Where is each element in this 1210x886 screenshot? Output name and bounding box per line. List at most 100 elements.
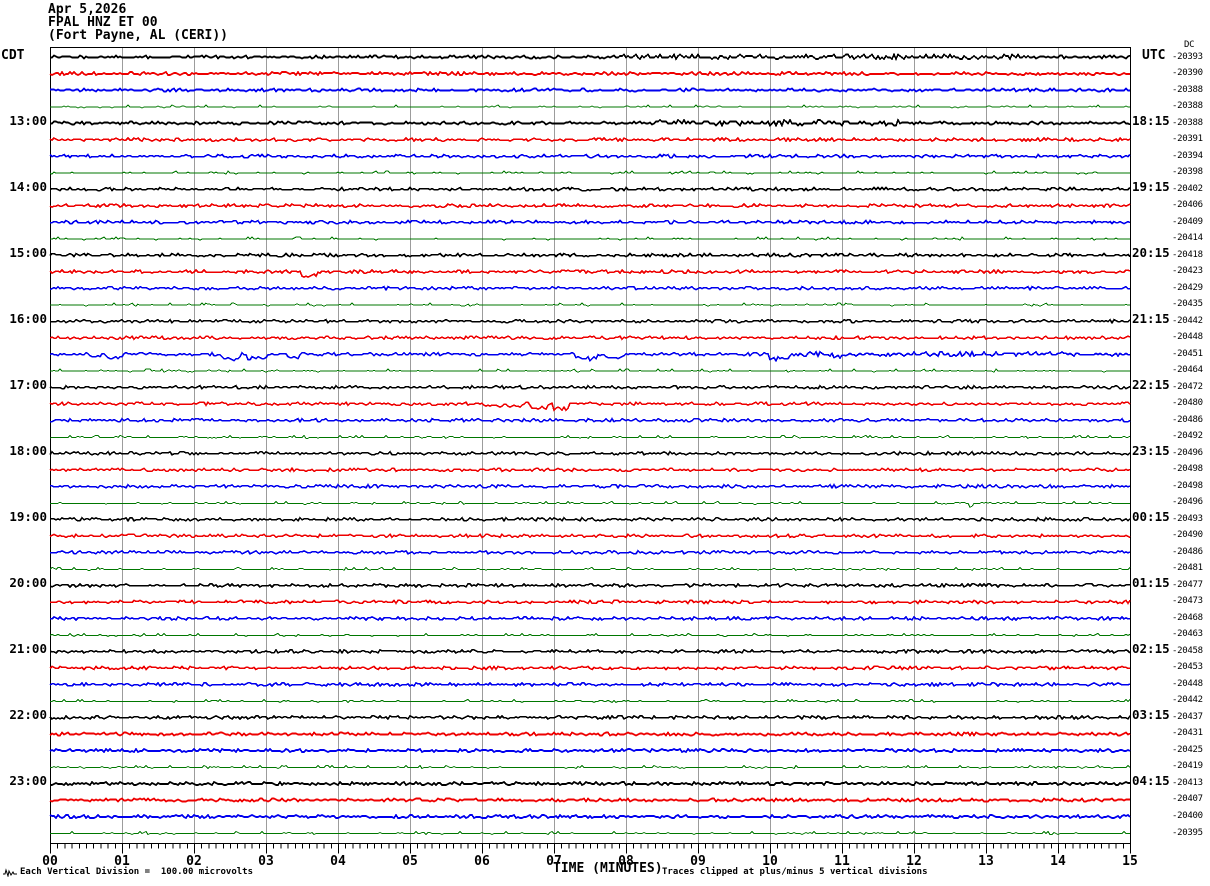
dc-value-row-43: -20419	[1172, 761, 1203, 772]
trace-row-24	[49, 450, 1131, 457]
x-tick-05: 05	[402, 854, 418, 869]
dc-value-row-8: -20402	[1172, 183, 1203, 194]
header-date: Apr 5,2026	[48, 2, 127, 17]
trace-row-45	[49, 797, 1130, 803]
right-hour-23:15: 23:15	[1132, 443, 1170, 459]
trace-row-7	[49, 170, 1130, 175]
left-hour-22:00: 22:00	[9, 707, 47, 723]
left-hour-23:00: 23:00	[9, 773, 47, 789]
trace-row-12	[49, 252, 1131, 258]
trace-row-16	[50, 318, 1131, 325]
trace-row-44	[50, 780, 1130, 787]
trace-row-31	[49, 566, 1131, 571]
trace-row-0	[50, 52, 1131, 61]
left-hour-15:00: 15:00	[9, 245, 47, 261]
trace-row-33	[50, 598, 1131, 605]
dc-value-row-32: -20477	[1172, 579, 1203, 590]
trace-row-28	[50, 516, 1131, 523]
x-tick-09: 09	[690, 854, 706, 869]
dc-value-row-31: -20481	[1172, 563, 1203, 574]
trace-row-29	[49, 533, 1131, 539]
dc-value-row-11: -20414	[1172, 233, 1203, 244]
right-hour-00:15: 00:15	[1132, 509, 1170, 525]
x-axis-ticks	[50, 843, 1131, 854]
dc-value-row-24: -20496	[1172, 447, 1203, 458]
trace-row-46	[49, 813, 1131, 820]
dc-value-row-37: -20453	[1172, 662, 1203, 673]
right-hour-21:15: 21:15	[1132, 311, 1170, 327]
dc-value-row-10: -20409	[1172, 216, 1203, 227]
dc-value-row-19: -20464	[1172, 365, 1203, 376]
x-tick-12: 12	[906, 854, 922, 869]
dc-value-row-14: -20429	[1172, 282, 1203, 293]
trace-row-8	[49, 186, 1131, 192]
header-station-id: FPAL HNZ ET 00	[48, 15, 158, 30]
dc-value-row-38: -20448	[1172, 678, 1203, 689]
dc-value-row-33: -20473	[1172, 596, 1203, 607]
dc-value-row-46: -20400	[1172, 811, 1203, 821]
dc-value-row-0: -20393	[1172, 51, 1203, 62]
header-station-name: (Fort Payne, AL (CERI))	[48, 28, 229, 43]
trace-row-14	[49, 285, 1130, 292]
dc-value-row-16: -20442	[1172, 315, 1203, 326]
dc-value-row-45: -20407	[1172, 794, 1203, 805]
trace-row-20	[49, 384, 1131, 390]
dc-value-row-44: -20413	[1172, 777, 1203, 788]
x-tick-02: 02	[186, 854, 202, 869]
dc-value-row-25: -20498	[1172, 464, 1203, 475]
dc-value-row-40: -20437	[1172, 711, 1203, 722]
trace-row-13	[49, 268, 1131, 278]
dc-value-row-30: -20486	[1172, 546, 1203, 557]
trace-row-39	[50, 698, 1131, 704]
dc-value-row-26: -20498	[1172, 480, 1203, 491]
x-tick-08: 08	[618, 854, 634, 869]
left-hour-13:00: 13:00	[9, 113, 47, 129]
trace-row-15	[50, 302, 1130, 307]
dc-value-row-9: -20406	[1172, 200, 1203, 211]
x-tick-01: 01	[114, 854, 130, 869]
right-hour-22:15: 22:15	[1132, 377, 1170, 393]
left-hour-14:00: 14:00	[9, 179, 47, 195]
trace-row-43	[50, 764, 1131, 770]
trace-row-37	[49, 664, 1130, 671]
trace-row-27	[50, 500, 1130, 508]
trace-row-30	[50, 549, 1131, 556]
trace-row-22	[50, 417, 1131, 424]
plot-frame	[50, 47, 1131, 844]
dc-value-row-17: -20448	[1172, 332, 1203, 343]
dc-value-row-22: -20486	[1172, 414, 1203, 425]
trace-row-6	[49, 153, 1131, 159]
right-hour-18:15: 18:15	[1132, 113, 1170, 129]
dc-value-row-5: -20391	[1172, 134, 1203, 145]
right-hour-01:15: 01:15	[1132, 575, 1170, 591]
right-timezone-label: UTC	[1142, 48, 1166, 63]
dc-value-row-23: -20492	[1172, 431, 1203, 442]
dc-value-row-12: -20418	[1172, 249, 1203, 260]
dc-value-row-20: -20472	[1172, 381, 1203, 392]
trace-row-38	[49, 681, 1131, 688]
trace-row-47	[50, 830, 1130, 836]
trace-row-11	[50, 236, 1130, 241]
trace-row-19	[50, 368, 1130, 373]
right-hour-04:15: 04:15	[1132, 773, 1170, 789]
dc-value-row-27: -20496	[1172, 497, 1203, 508]
left-hour-21:00: 21:00	[9, 641, 47, 657]
dc-value-row-21: -20480	[1172, 398, 1203, 409]
seismic-wiggle-icon	[3, 868, 17, 877]
dc-value-row-41: -20431	[1172, 728, 1203, 739]
left-hour-19:00: 19:00	[9, 509, 47, 525]
minute-gridlines	[122, 47, 1059, 844]
right-hour-02:15: 02:15	[1132, 641, 1170, 657]
trace-row-5	[49, 136, 1131, 143]
dc-value-row-47: -20395	[1172, 827, 1203, 838]
x-tick-04: 04	[330, 854, 346, 869]
dc-value-row-35: -20463	[1172, 629, 1203, 640]
left-timezone-label: CDT	[1, 48, 25, 63]
trace-row-36	[49, 648, 1131, 655]
trace-row-17	[49, 334, 1131, 341]
trace-row-18	[49, 350, 1130, 363]
dc-value-row-34: -20468	[1172, 612, 1203, 623]
dc-value-row-7: -20398	[1172, 167, 1203, 178]
